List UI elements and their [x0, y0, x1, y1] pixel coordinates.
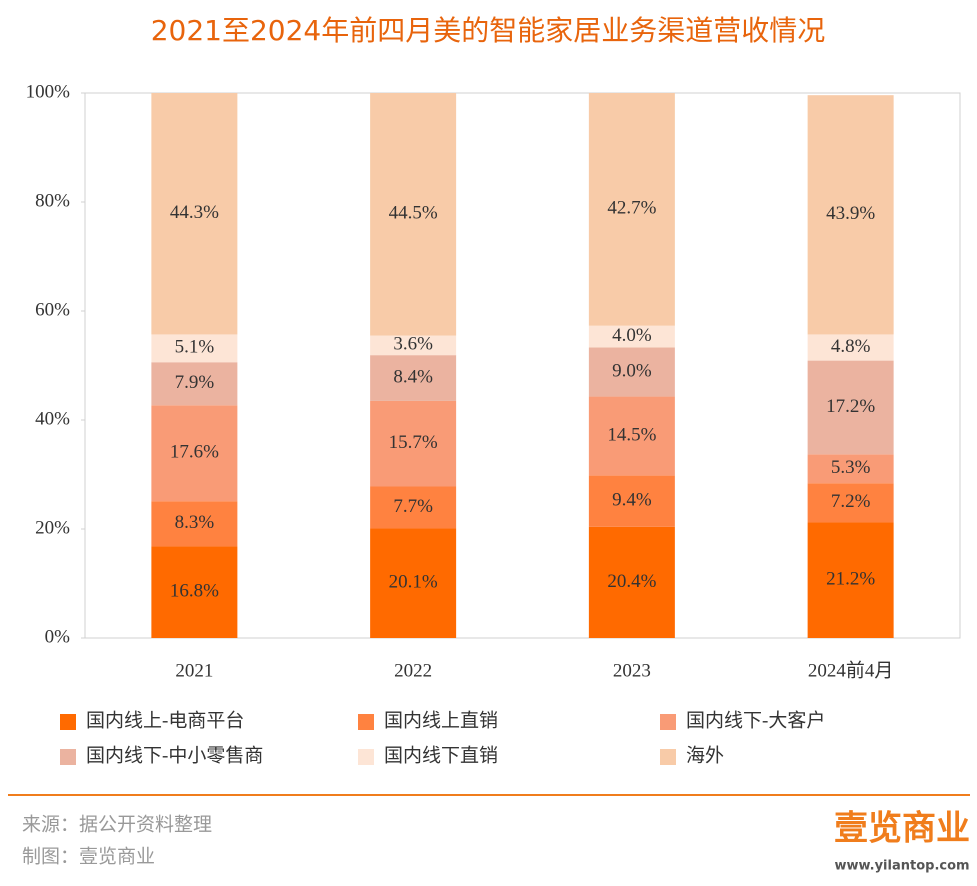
bar-segment	[370, 335, 457, 356]
y-tick-label: 20%	[35, 517, 70, 538]
legend-label: 国内线下直销	[384, 744, 498, 766]
legend-swatch	[60, 714, 76, 730]
source: 来源：据公开资料整理	[22, 813, 212, 835]
data-label: 5.1%	[175, 337, 215, 358]
legend-label: 国内线下-中小零售商	[86, 744, 263, 766]
data-label: 21.2%	[826, 569, 875, 590]
data-label: 17.6%	[170, 442, 219, 463]
x-tick-label: 2024前4月	[808, 659, 894, 681]
legend-label: 国内线上直销	[384, 709, 498, 731]
bar-segment	[151, 362, 238, 406]
data-label: 5.3%	[831, 457, 871, 478]
legend-swatch	[60, 749, 76, 765]
y-tick-label: 100%	[26, 81, 71, 102]
data-label: 9.4%	[612, 490, 652, 511]
legend-swatch	[660, 749, 676, 765]
legend-label: 国内线下-大客户	[686, 709, 825, 731]
data-label: 20.4%	[607, 571, 656, 592]
bar-segment	[370, 486, 457, 529]
data-label: 14.5%	[607, 424, 656, 445]
bar-segment	[370, 93, 457, 336]
data-label: 3.6%	[393, 334, 433, 355]
data-label: 43.9%	[826, 203, 875, 224]
logo: 壹览商业	[834, 809, 970, 849]
bar-segment	[151, 405, 238, 502]
chart-title: 2021至2024年前四月美的智能家居业务渠道营收情况	[151, 14, 826, 47]
data-label: 4.0%	[612, 325, 652, 346]
bar-segment	[588, 347, 675, 397]
bar-segment	[807, 483, 894, 523]
data-label: 9.0%	[612, 360, 652, 381]
data-label: 20.1%	[389, 572, 438, 593]
data-label: 4.8%	[831, 336, 871, 357]
legend-swatch	[660, 714, 676, 730]
data-label: 7.9%	[175, 372, 215, 393]
x-tick-label: 2022	[394, 660, 432, 681]
y-tick-label: 0%	[45, 626, 71, 647]
y-tick-label: 60%	[35, 299, 70, 320]
bar-segment	[370, 355, 457, 401]
data-label: 44.3%	[170, 202, 219, 223]
bar-segment	[151, 546, 238, 638]
data-label: 16.8%	[170, 581, 219, 602]
data-label: 7.7%	[393, 496, 433, 517]
bar-segment	[588, 475, 675, 527]
logo-url: www.yilantop.com	[834, 859, 969, 874]
bar-segment	[588, 526, 675, 638]
credit: 制图：壹览商业	[22, 845, 155, 867]
bar-segment	[807, 522, 894, 638]
bar-segment	[588, 325, 675, 348]
y-tick-label: 80%	[35, 190, 70, 211]
x-tick-label: 2021	[175, 660, 213, 681]
bar-segment	[807, 454, 894, 484]
bar-segment	[807, 95, 894, 335]
data-label: 8.4%	[393, 366, 433, 387]
data-label: 8.3%	[175, 512, 215, 533]
x-tick-label: 2023	[613, 660, 651, 681]
bar-segment	[807, 334, 894, 361]
legend-swatch	[358, 749, 374, 765]
bar-segment	[370, 528, 457, 638]
bar-segment	[807, 360, 894, 455]
bar-segment	[151, 334, 238, 363]
bar-segment	[588, 396, 675, 476]
plot-frame	[84, 92, 961, 639]
data-label: 7.2%	[831, 491, 871, 512]
bar-segment	[151, 501, 238, 547]
legend-label: 海外	[686, 744, 724, 766]
bar-segment	[370, 400, 457, 487]
legend-label: 国内线上-电商平台	[86, 709, 244, 731]
bar-segment	[151, 93, 238, 335]
bar-segment	[588, 93, 675, 326]
y-tick-label: 40%	[35, 408, 70, 429]
data-label: 42.7%	[607, 198, 656, 219]
data-label: 15.7%	[389, 432, 438, 453]
data-label: 17.2%	[826, 396, 875, 417]
data-label: 44.5%	[389, 203, 438, 224]
legend-swatch	[358, 714, 374, 730]
